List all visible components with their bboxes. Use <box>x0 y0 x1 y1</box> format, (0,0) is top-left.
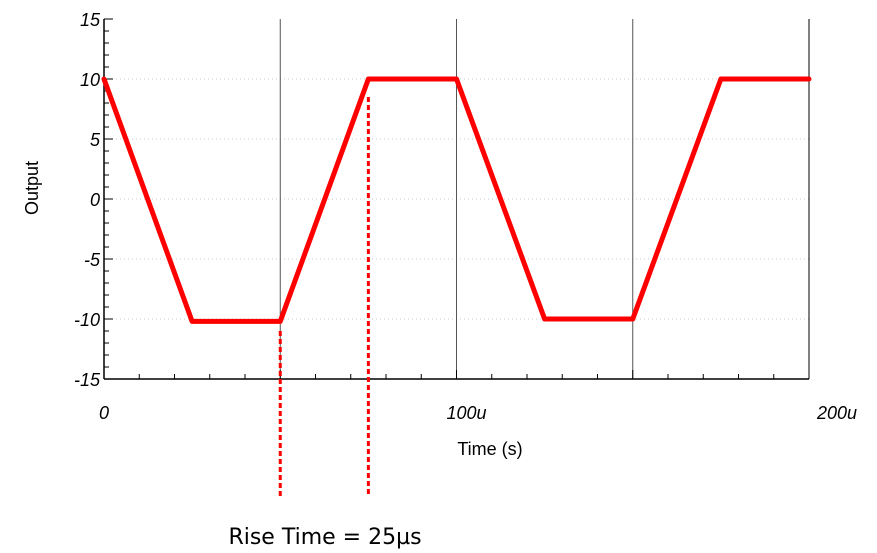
y-tick-label: -5 <box>84 250 101 270</box>
y-axis-title: Output <box>22 161 42 215</box>
x-axis-title: Time (s) <box>457 439 522 459</box>
y-tick-label: 5 <box>90 130 101 150</box>
output-waveform <box>101 76 812 324</box>
y-tick-label: 10 <box>80 70 100 90</box>
x-tick-label: 0 <box>99 403 109 423</box>
y-tick-label: -10 <box>74 310 100 330</box>
tick-labels: 15 10 5 0 -5 -10 -15 0 100u 200u <box>74 10 857 423</box>
rise-time-markers <box>278 97 370 497</box>
y-tick-label: -15 <box>74 370 101 390</box>
x-tick-label: 200u <box>816 403 857 423</box>
grid-layer <box>104 19 809 379</box>
series-layer <box>101 76 812 324</box>
y-tick-label: 15 <box>80 10 101 30</box>
x-tick-label: 100u <box>446 403 486 423</box>
axes <box>103 18 810 380</box>
rise-time-annotation: Rise Time = 25µs <box>228 525 421 550</box>
y-tick-label: 0 <box>90 190 100 210</box>
